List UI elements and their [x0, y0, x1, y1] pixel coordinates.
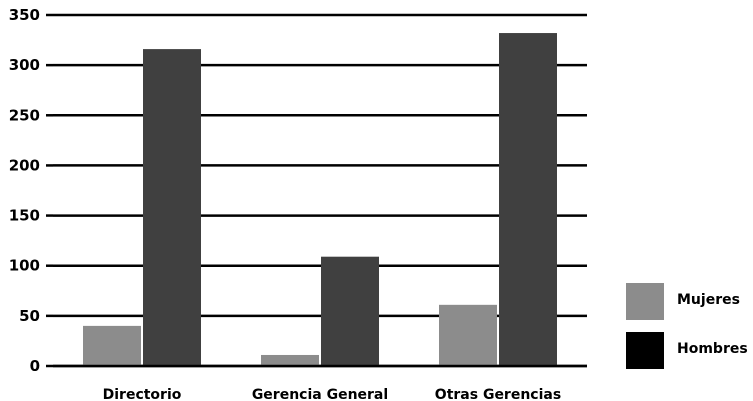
y-tick-label: 0	[30, 357, 40, 375]
y-tick-label: 300	[9, 56, 40, 74]
x-axis-categories: Directorio Gerencia General Otras Gerencia…	[103, 387, 562, 401]
legend-label-hombres: Hombres	[677, 341, 748, 357]
bar-hombres-1	[321, 256, 379, 366]
x-category-label: Otras Gerencias	[435, 387, 561, 401]
y-tick-label: 350	[9, 6, 40, 24]
bar-mujeres-2	[439, 304, 497, 366]
legend-item-hombres: Hombres	[626, 332, 751, 369]
legend-label-mujeres: Mujeres	[677, 292, 740, 308]
bar-hombres-2	[499, 33, 557, 367]
legend-item-mujeres: Mujeres	[626, 283, 751, 320]
bar-mujeres-0	[83, 325, 141, 366]
bars	[53, 33, 587, 368]
y-tick-label: 200	[9, 156, 40, 174]
y-tick-label: 150	[9, 207, 40, 225]
x-category-label: Gerencia General	[252, 387, 388, 401]
bar-hombres-0	[143, 49, 201, 367]
x-category-label: Directorio	[103, 387, 182, 401]
legend-swatch-hombres	[626, 332, 664, 369]
y-axis-ticks: 0 50 100 150 200 250 300 350	[9, 6, 53, 375]
gridlines	[53, 13, 587, 368]
y-tick-label: 100	[9, 257, 40, 275]
y-tick-label: 50	[19, 307, 40, 325]
y-tick-label: 250	[9, 106, 40, 124]
bar-mujeres-1	[261, 354, 319, 366]
legend-swatch-mujeres	[626, 283, 664, 320]
